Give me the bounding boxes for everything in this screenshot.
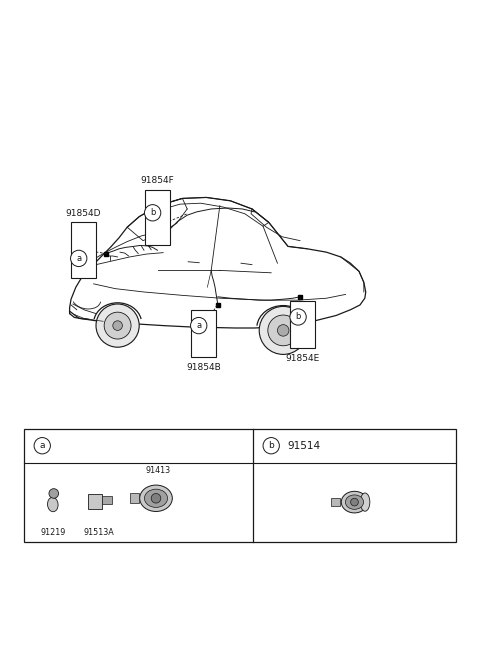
Text: 91413: 91413 [146,466,171,476]
Text: a: a [39,441,45,450]
Text: a: a [76,254,81,263]
Circle shape [277,325,289,336]
Bar [102,496,112,504]
Circle shape [259,306,307,354]
Circle shape [113,321,122,331]
Text: 91854F: 91854F [141,176,174,186]
Text: b: b [295,312,301,321]
Circle shape [350,499,358,506]
Circle shape [96,304,139,347]
Bar [71,222,96,277]
Text: a: a [196,321,201,330]
Text: b: b [268,441,274,450]
Circle shape [151,493,161,503]
Circle shape [290,309,306,325]
Text: 91854D: 91854D [66,209,101,218]
Circle shape [71,250,87,266]
Circle shape [49,489,59,499]
Ellipse shape [48,497,58,512]
Bar [145,190,170,245]
Ellipse shape [346,495,364,509]
Circle shape [263,438,279,454]
Bar [24,429,456,542]
Ellipse shape [140,485,172,512]
Circle shape [191,318,207,334]
Text: 91854B: 91854B [186,363,221,371]
Bar [331,498,340,506]
Ellipse shape [341,491,368,513]
Ellipse shape [360,493,370,511]
Text: 91514: 91514 [288,441,321,451]
Circle shape [144,205,161,221]
Circle shape [34,438,50,454]
Bar [290,301,315,348]
Text: 91513A: 91513A [83,528,114,537]
Text: 91219: 91219 [40,528,65,537]
Circle shape [268,315,299,346]
Text: 91854E: 91854E [286,354,320,363]
Bar [88,494,102,509]
Circle shape [104,312,131,339]
Text: b: b [150,209,156,217]
Bar [191,310,216,357]
Ellipse shape [144,489,168,507]
Polygon shape [158,197,269,226]
Bar [130,493,139,503]
